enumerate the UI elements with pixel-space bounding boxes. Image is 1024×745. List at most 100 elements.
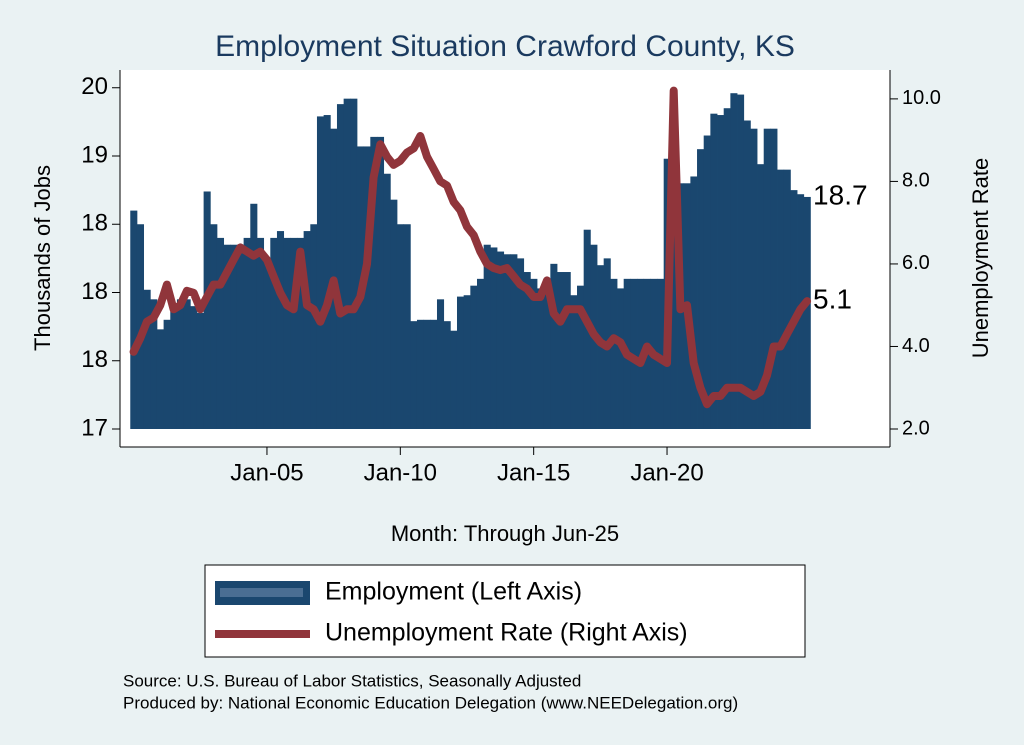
employment-bar (303, 231, 311, 429)
employment-bar (230, 244, 238, 429)
employment-bar (283, 237, 291, 429)
y2-tick-label: 4.0 (902, 335, 930, 357)
employment-bar (463, 295, 471, 429)
employment-bar (343, 98, 351, 429)
employment-bar (537, 288, 545, 429)
employment-bar (250, 203, 258, 429)
employment-bar (150, 299, 158, 429)
employment-bar (270, 237, 278, 429)
y2-tick-label: 6.0 (902, 252, 930, 274)
end-value-label: 5.1 (813, 283, 852, 314)
plot-layer (129, 86, 812, 430)
employment-bar (697, 149, 705, 430)
employment-bar (156, 329, 165, 429)
legend-swatch-highlight (220, 588, 303, 597)
employment-bar (210, 224, 218, 429)
y-axis-title: Thousands of Jobs (30, 165, 55, 351)
employment-bar (236, 244, 245, 429)
y-tick-label: 17 (81, 414, 108, 441)
employment-bar (470, 285, 478, 429)
employment-bar (216, 237, 225, 429)
employment-bar (783, 169, 791, 429)
y2-axis-title: Unemployment Rate (968, 158, 993, 359)
employment-bar (203, 191, 211, 429)
x-tick-label: Jan-05 (230, 459, 303, 486)
employment-bar (490, 247, 498, 429)
employment-bar (777, 169, 785, 429)
employment-bar (483, 244, 491, 429)
employment-bar (510, 254, 518, 429)
employment-bar (730, 93, 738, 429)
employment-bar (563, 272, 571, 429)
employment-bar (503, 254, 511, 429)
employment-bar (717, 115, 725, 429)
chart-title: Employment Situation Crawford County, KS (215, 30, 795, 63)
employment-bar (370, 136, 378, 429)
y-tick-label: 19 (81, 141, 108, 168)
end-value-label: 18.7 (813, 179, 868, 210)
employment-bar (256, 237, 265, 429)
y-tick-label: 18 (81, 210, 108, 237)
y-tick-label: 18 (81, 346, 108, 373)
employment-bar (176, 299, 185, 429)
employment-bar (363, 146, 371, 429)
employment-bar (757, 164, 765, 429)
employment-bar (323, 115, 331, 429)
employment-bar (383, 173, 391, 429)
employment-bar (223, 244, 231, 429)
employment-bar (517, 258, 525, 429)
x-tick-label: Jan-10 (364, 459, 437, 486)
employment-bar (803, 196, 811, 429)
employment-bar (456, 296, 465, 429)
employment-bar (703, 135, 711, 429)
employment-bar (390, 199, 398, 429)
employment-bar (550, 263, 558, 429)
employment-bar (476, 278, 485, 429)
employment-bar (183, 299, 191, 429)
x-tick-label: Jan-20 (630, 459, 703, 486)
employment-bar (530, 278, 538, 429)
employment-bar (570, 295, 578, 429)
employment-bar (163, 319, 171, 429)
y2-tick-label: 8.0 (902, 170, 930, 192)
employment-bar (630, 278, 638, 429)
employment-bar (410, 321, 418, 429)
employment-bar (557, 272, 565, 429)
employment-bar (496, 251, 505, 429)
employment-bar (543, 278, 551, 429)
employment-bar (396, 224, 405, 429)
producer-note: Produced by: National Economic Education… (123, 693, 738, 712)
employment-bar (296, 237, 305, 429)
employment-bar (350, 98, 358, 429)
employment-bar (290, 237, 298, 429)
y-tick-label: 20 (81, 73, 108, 100)
employment-bar (436, 299, 445, 429)
employment-bar (690, 176, 698, 429)
employment-bar (723, 108, 731, 430)
employment-bar (737, 94, 745, 429)
legend-label: Unemployment Rate (Right Axis) (325, 619, 688, 647)
x-axis-title: Month: Through Jun-25 (391, 521, 619, 546)
unemployment-line (129, 86, 812, 409)
employment-bar (450, 330, 458, 429)
employment-bar (376, 136, 385, 429)
employment-bar (403, 224, 411, 429)
employment-bar (136, 224, 145, 429)
employment-bar (750, 128, 758, 430)
employment-bar (617, 288, 625, 429)
employment-bar (710, 113, 718, 430)
legend-label: Employment (Left Axis) (325, 578, 582, 606)
y-tick-label: 18 (81, 278, 108, 305)
employment-bar (670, 172, 678, 430)
source-note: Source: U.S. Bureau of Labor Statistics,… (123, 671, 581, 690)
y2-tick-label: 10.0 (902, 87, 941, 109)
legend-box (204, 564, 806, 658)
employment-bar (190, 306, 198, 429)
employment-bar (310, 224, 318, 429)
employment-bar (276, 231, 285, 429)
y2-tick-label: 2.0 (902, 417, 930, 439)
employment-bar (443, 321, 451, 429)
employment-bar (423, 319, 431, 429)
employment-bar (263, 259, 271, 429)
